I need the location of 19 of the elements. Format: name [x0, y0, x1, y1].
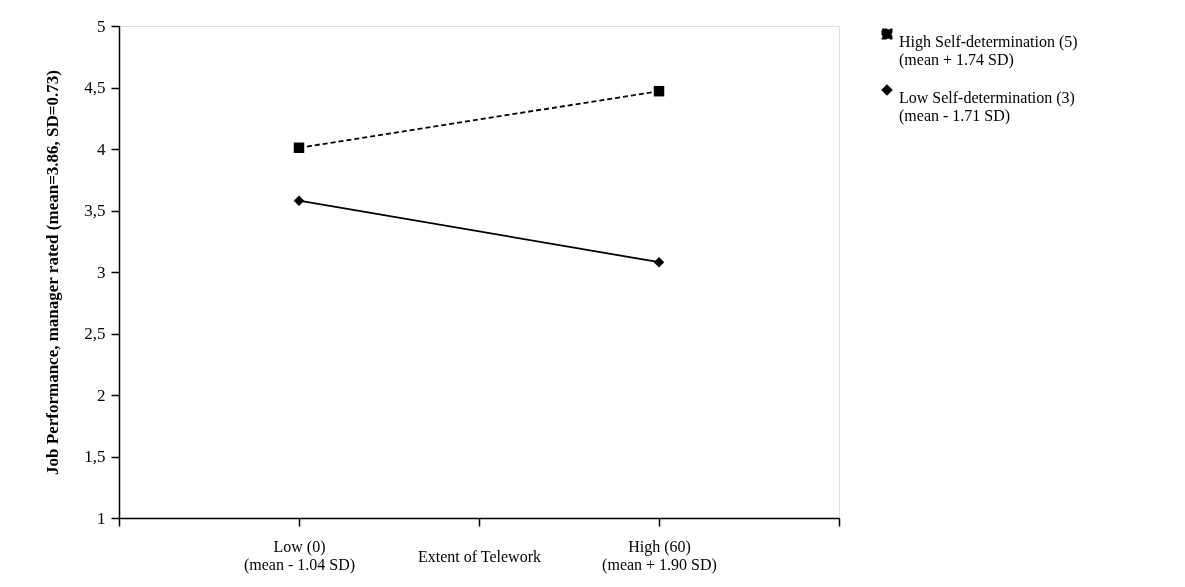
- y-tick-label: 2: [97, 385, 106, 405]
- legend-label: High Self-determination (5) (mean + 1.74 SD): [899, 33, 1078, 69]
- y-tick-label: 4,5: [84, 78, 106, 97]
- y-tick-label: 2,5: [84, 324, 106, 343]
- x-tick-label: High (60) (mean + 1.90 SD): [602, 537, 717, 574]
- y-tick-label: 3: [97, 262, 106, 282]
- legend-label: Low Self-determination (3) (mean - 1.71 SD): [899, 89, 1075, 125]
- y-tick-label: 5: [97, 16, 106, 36]
- point: [293, 195, 305, 206]
- y-tick-label: 4: [97, 139, 106, 159]
- point: [293, 142, 305, 154]
- y-tick-label: 3,5: [84, 201, 106, 220]
- point: [653, 85, 665, 97]
- x-tick-label: Low (0) (mean - 1.04 SD): [243, 537, 356, 574]
- point: [653, 256, 665, 268]
- y-tick-label: 1,5: [84, 447, 106, 466]
- y-tick-label: 1: [97, 508, 106, 528]
- y-axis-title: Job Performance, manager rated (mean=3.86, SD=0.73): [43, 70, 63, 475]
- x-axis-title: Extent of Telework: [418, 547, 541, 565]
